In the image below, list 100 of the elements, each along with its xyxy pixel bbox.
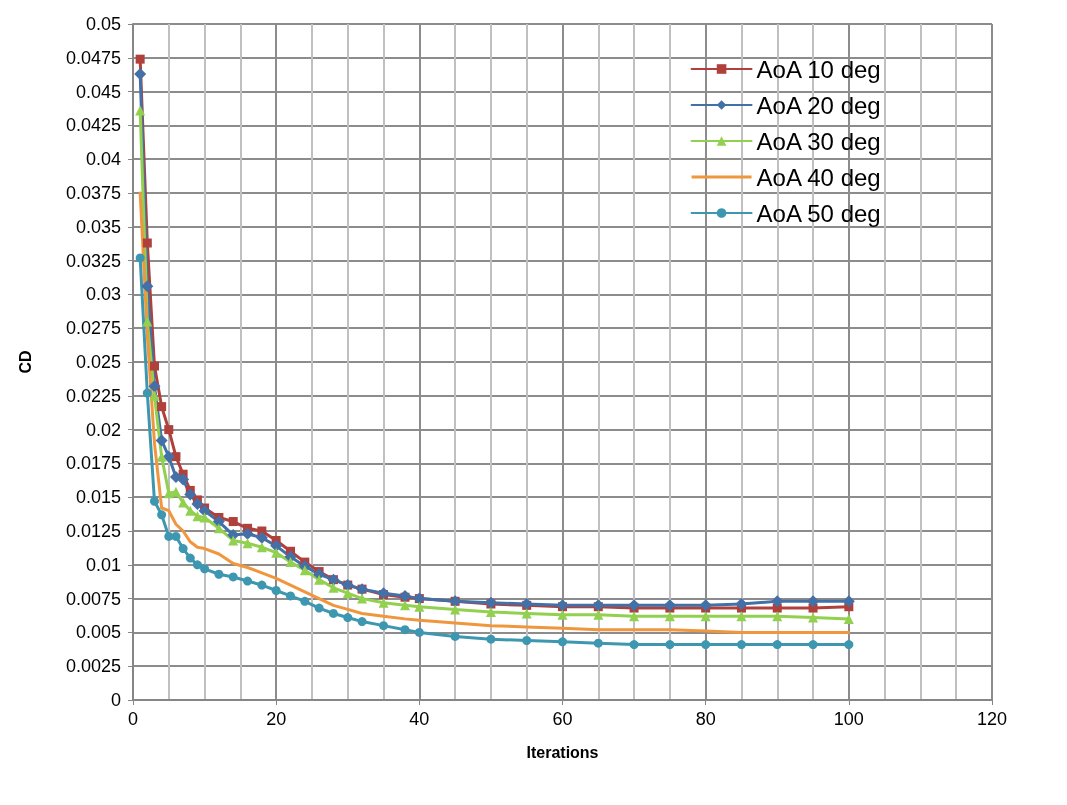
point bbox=[141, 280, 154, 293]
y-tick-label: 0.015 bbox=[75, 487, 121, 508]
point bbox=[450, 631, 460, 641]
point bbox=[414, 601, 425, 612]
point bbox=[285, 591, 295, 601]
y-tick-label: 0 bbox=[110, 690, 121, 710]
point bbox=[400, 600, 411, 611]
point bbox=[700, 611, 711, 622]
point bbox=[736, 640, 746, 650]
y-tick-label: 0.0325 bbox=[65, 250, 121, 271]
point bbox=[450, 604, 461, 615]
point bbox=[593, 609, 604, 620]
y-tick-label: 0.0075 bbox=[65, 588, 121, 609]
point bbox=[699, 599, 712, 612]
y-tick-label: 0.035 bbox=[75, 216, 121, 237]
point bbox=[735, 598, 748, 611]
point bbox=[191, 497, 204, 510]
y-tick-label: 0.0475 bbox=[65, 47, 121, 68]
point bbox=[665, 640, 675, 650]
y-tick-label: 0.045 bbox=[75, 81, 121, 102]
point bbox=[135, 253, 145, 263]
y-tick-label: 0.05 bbox=[85, 14, 121, 34]
point bbox=[314, 574, 325, 585]
x-axis-title: Iterations bbox=[526, 743, 599, 761]
point bbox=[135, 54, 145, 64]
point bbox=[149, 390, 160, 401]
legend-label: AoA 50 deg bbox=[756, 199, 881, 227]
legend-label: AoA 30 deg bbox=[756, 127, 881, 155]
point bbox=[142, 316, 153, 327]
point bbox=[142, 388, 152, 398]
point bbox=[701, 640, 711, 650]
point bbox=[255, 531, 268, 544]
point bbox=[485, 607, 496, 618]
point bbox=[257, 580, 267, 590]
point bbox=[314, 603, 324, 613]
point bbox=[400, 625, 410, 635]
x-tick-label: 0 bbox=[127, 709, 139, 729]
point bbox=[271, 585, 281, 595]
point bbox=[142, 238, 152, 248]
point bbox=[198, 504, 211, 517]
point bbox=[379, 621, 389, 631]
point bbox=[135, 105, 146, 116]
point bbox=[178, 544, 188, 554]
point bbox=[593, 638, 603, 648]
y-tick-label: 0.01 bbox=[85, 554, 121, 575]
x-tick-label: 20 bbox=[266, 709, 287, 729]
point bbox=[486, 634, 496, 644]
point bbox=[214, 569, 224, 579]
x-tick-label: 100 bbox=[833, 709, 864, 729]
point bbox=[629, 640, 639, 650]
y-tick-label: 0.02 bbox=[85, 419, 121, 440]
point bbox=[243, 576, 253, 586]
point bbox=[192, 560, 202, 570]
point bbox=[300, 596, 310, 606]
point bbox=[285, 557, 296, 568]
point bbox=[772, 640, 782, 650]
point bbox=[629, 611, 640, 622]
point bbox=[185, 505, 196, 516]
point bbox=[164, 531, 174, 541]
y-tick-label: 0.03 bbox=[85, 284, 121, 305]
legend-label: AoA 20 deg bbox=[756, 91, 881, 119]
point bbox=[521, 608, 532, 619]
y-tick-label: 0.0375 bbox=[65, 183, 121, 203]
point bbox=[162, 450, 175, 463]
x-tick-label: 60 bbox=[552, 709, 573, 729]
point bbox=[148, 380, 161, 393]
point bbox=[357, 617, 367, 627]
point bbox=[192, 511, 203, 522]
point bbox=[328, 582, 339, 593]
point bbox=[241, 527, 254, 540]
y-tick-label: 0.005 bbox=[75, 622, 121, 643]
point bbox=[736, 611, 747, 622]
point bbox=[270, 539, 283, 552]
point bbox=[149, 496, 159, 506]
point bbox=[522, 636, 532, 646]
point bbox=[772, 611, 783, 622]
point bbox=[343, 613, 353, 623]
point bbox=[357, 593, 368, 604]
y-tick-label: 0.0125 bbox=[65, 521, 121, 541]
point bbox=[256, 542, 267, 553]
y-axis-title: CD bbox=[16, 350, 34, 374]
point bbox=[557, 609, 568, 620]
point bbox=[808, 640, 818, 650]
x-tick-label: 120 bbox=[976, 709, 1008, 729]
point bbox=[157, 510, 167, 520]
point bbox=[342, 588, 353, 599]
point bbox=[184, 488, 197, 501]
point bbox=[177, 473, 190, 486]
y-tick-label: 0.0425 bbox=[65, 115, 121, 136]
point bbox=[228, 572, 238, 582]
point bbox=[558, 637, 567, 647]
point bbox=[228, 535, 239, 546]
y-tick-label: 0.025 bbox=[75, 352, 121, 372]
point bbox=[808, 612, 819, 623]
legend-label: AoA 10 deg bbox=[756, 55, 881, 83]
point bbox=[299, 565, 310, 576]
y-tick-label: 0.0025 bbox=[65, 656, 121, 677]
point bbox=[213, 523, 224, 534]
y-tick-label: 0.0175 bbox=[65, 453, 121, 474]
point bbox=[414, 627, 424, 637]
